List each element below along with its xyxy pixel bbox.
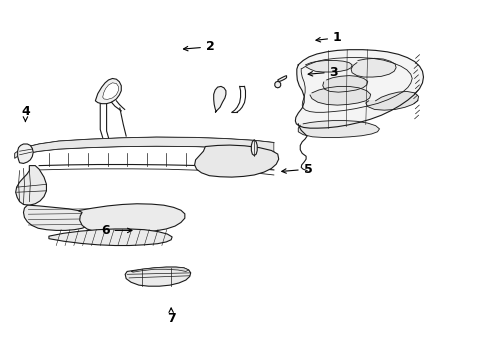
Text: 4: 4 xyxy=(21,105,30,121)
Polygon shape xyxy=(125,267,190,286)
Polygon shape xyxy=(78,204,184,233)
Text: 5: 5 xyxy=(281,163,312,176)
Polygon shape xyxy=(309,86,370,105)
Polygon shape xyxy=(102,83,118,99)
Polygon shape xyxy=(274,81,280,88)
Text: 1: 1 xyxy=(315,31,341,44)
Polygon shape xyxy=(194,145,278,177)
Polygon shape xyxy=(27,137,273,153)
Text: 6: 6 xyxy=(101,224,132,237)
Text: 7: 7 xyxy=(166,308,175,325)
Polygon shape xyxy=(95,78,121,104)
Polygon shape xyxy=(49,229,172,246)
Polygon shape xyxy=(365,91,418,110)
Polygon shape xyxy=(350,58,395,77)
Polygon shape xyxy=(213,86,225,112)
Polygon shape xyxy=(322,76,367,92)
Polygon shape xyxy=(295,50,423,128)
Polygon shape xyxy=(277,76,286,82)
Polygon shape xyxy=(131,267,188,272)
Polygon shape xyxy=(15,151,18,158)
Text: 2: 2 xyxy=(183,40,214,53)
Polygon shape xyxy=(23,205,93,230)
Polygon shape xyxy=(18,144,33,163)
Polygon shape xyxy=(298,121,379,138)
Polygon shape xyxy=(305,60,351,72)
Polygon shape xyxy=(16,166,46,205)
Polygon shape xyxy=(251,140,257,156)
Text: 3: 3 xyxy=(307,66,338,78)
